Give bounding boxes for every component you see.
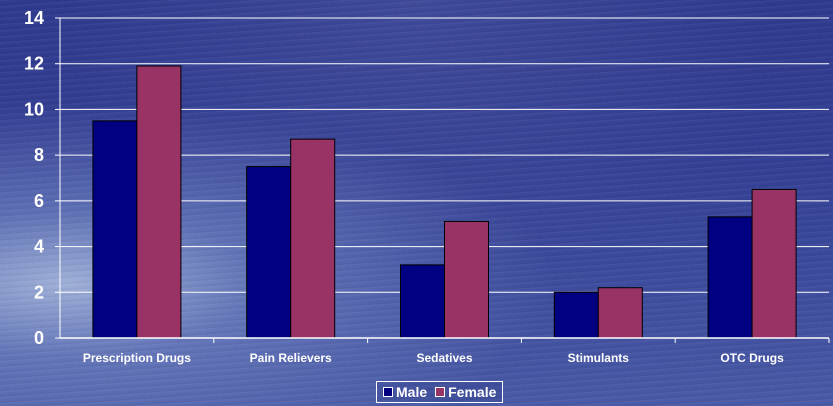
x-category-label: Pain Relievers [250,351,332,365]
y-tick-label: 2 [34,282,44,302]
y-tick-label: 6 [34,191,44,211]
legend-swatch-female [435,387,446,397]
x-category-label: OTC Drugs [720,351,784,365]
legend-item-female: Female [435,384,496,400]
y-tick-label: 10 [24,99,44,119]
x-category-labels: Prescription Drugs Pain Relievers Sedative… [83,351,784,365]
bar-male-stimulants [553,291,599,339]
axes [55,17,830,343]
legend-label-male: Male [396,384,428,400]
y-tick-label: 0 [34,328,44,348]
y-tick-label: 8 [34,145,44,165]
bar-female-otc-drugs [751,188,797,339]
y-tick-label: 4 [34,237,44,257]
bar-male-sedatives [400,264,445,339]
y-tick-label: 14 [24,8,44,28]
x-category-label: Prescription Drugs [83,351,191,365]
y-tick-label: 12 [24,54,44,74]
bar-female-sedatives [444,220,489,339]
gridlines [60,17,829,293]
legend-swatch-male [383,387,393,397]
bars [92,65,797,339]
legend-label-female: Female [448,384,497,400]
bar-female-prescription-drugs [136,65,182,339]
bar-male-otc-drugs [707,216,753,339]
bar-female-stimulants [597,287,643,339]
legend-item-male: Male [383,384,427,400]
bar-female-pain-relievers [290,138,336,339]
x-category-label: Sedatives [416,351,472,365]
legend: Male Female [376,381,504,403]
bar-male-pain-relievers [246,166,292,339]
y-tick-labels: 0 2 4 6 8 10 12 14 [24,8,44,348]
x-category-label: Stimulants [568,351,630,365]
bar-male-prescription-drugs [92,120,138,339]
